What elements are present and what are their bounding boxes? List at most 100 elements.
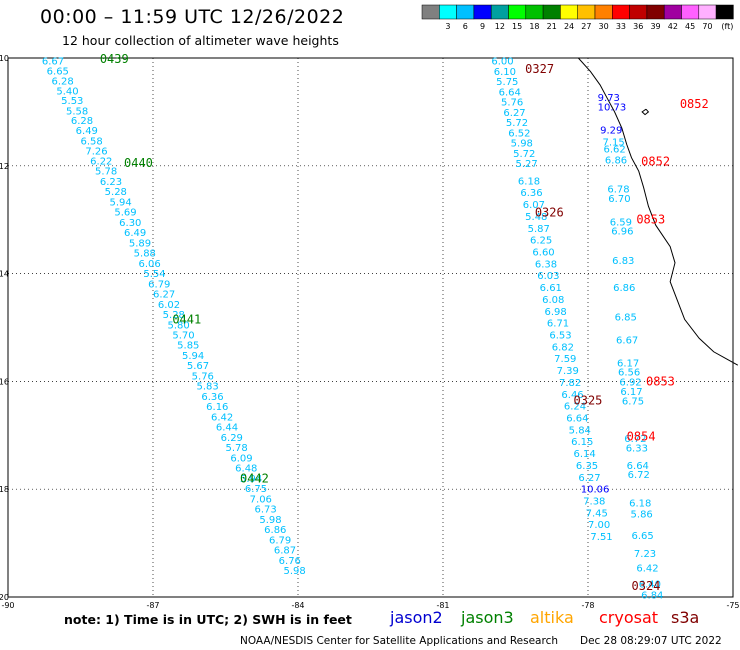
swh-value: 6.79 <box>148 279 170 290</box>
swh-value: 6.22 <box>90 156 112 167</box>
pass-number-label: 0325 <box>574 393 603 407</box>
swh-value: 6.42 <box>211 412 233 423</box>
swh-value: 5.98 <box>511 139 533 150</box>
legend-swatch <box>421 4 440 20</box>
legend-swatch <box>525 4 544 20</box>
swh-value: 6.06 <box>139 259 161 270</box>
swh-value: 5.98 <box>284 566 306 577</box>
legend-unit-label: (ft) <box>721 22 733 31</box>
generated-timestamp: Dec 28 08:29:07 UTC 2022 <box>580 635 722 647</box>
swh-value: 6.09 <box>230 453 252 464</box>
pass-number-label: 0327 <box>525 62 554 76</box>
pass-number-label: 0326 <box>535 206 564 220</box>
swh-value: 5.53 <box>61 96 83 107</box>
satellite-tracks: 6.676.656.285.405.535.586.286.496.587.26… <box>42 57 664 602</box>
swh-value: 6.65 <box>632 531 654 542</box>
swh-value: 6.64 <box>566 414 588 425</box>
swh-value: 10.06 <box>581 485 610 496</box>
legend-swatch <box>508 4 527 20</box>
legend-swatch <box>473 4 492 20</box>
swh-value: 6.29 <box>221 433 243 444</box>
swh-value: 6.72 <box>624 434 646 445</box>
legend-tick-label: 33 <box>616 22 626 31</box>
swh-value: 6.75 <box>245 484 267 495</box>
lon-tick-label: -78 <box>581 601 594 610</box>
legend-swatch <box>629 4 648 20</box>
swh-value: 6.79 <box>269 535 291 546</box>
swh-value: 6.17 <box>620 387 642 398</box>
swh-value: 6.16 <box>206 402 228 413</box>
swh-value: 6.96 <box>611 226 633 237</box>
swh-value: 7.06 <box>250 494 272 505</box>
track-cryosat: 6.006.105.756.645.766.275.726.525.985.72… <box>491 57 612 543</box>
lon-tick-label: -87 <box>146 601 159 610</box>
legend-tick-label: 3 <box>445 22 450 31</box>
legend-swatch <box>715 4 734 20</box>
swh-value: 6.53 <box>549 331 571 342</box>
lon-tick-label: -84 <box>291 601 304 610</box>
swh-value: 7.15 <box>603 138 625 149</box>
swh-value: 5.87 <box>528 224 550 235</box>
swh-value: 7.38 <box>583 497 605 508</box>
color-legend: 3 6 9 12 15 18 21 24 27 30 33 36 39 42 45 70 (ft) <box>421 4 734 31</box>
swh-value: 5.28 <box>105 187 127 198</box>
sat-label-cryosat: cryosat <box>599 608 659 627</box>
legend-tick-label: 21 <box>547 22 557 31</box>
pass-number-label: 0441 <box>172 312 201 326</box>
swh-value: 6.02 <box>158 300 180 311</box>
pass-number-label: 0852 <box>641 154 670 168</box>
swh-value: 5.72 <box>513 149 535 160</box>
swh-value: 5.67 <box>187 361 209 372</box>
swh-value: 5.78 <box>95 167 117 178</box>
lat-tick-label: -20 <box>0 593 9 602</box>
swh-value: 5.78 <box>226 443 248 454</box>
swh-value: 9.73 <box>598 93 620 104</box>
swh-value: 7.00 <box>588 520 610 531</box>
island-outline <box>641 108 650 116</box>
swh-value: 9.29 <box>600 126 622 137</box>
swh-value: 5.80 <box>168 320 190 331</box>
legend-tick-label: 12 <box>495 22 505 31</box>
swh-value: 6.48 <box>235 464 257 475</box>
swh-value: 7.23 <box>634 549 656 560</box>
legend-swatch <box>490 4 509 20</box>
swh-value: 6.03 <box>537 271 559 282</box>
swh-value: 5.76 <box>192 371 214 382</box>
swh-value: 6.60 <box>532 248 554 259</box>
swh-value: 6.86 <box>605 155 627 166</box>
credit-text: NOAA/NESDIS Center for Satellite Applica… <box>240 635 558 647</box>
swh-value: 6.72 <box>628 470 650 481</box>
swh-value: 5.75 <box>496 77 518 88</box>
swh-value: 6.30 <box>119 218 141 229</box>
track-s3a: 9.7310.739.297.156.626.866.786.706.596.9… <box>598 93 664 601</box>
swh-value: 7.26 <box>85 147 107 158</box>
swh-value: 6.67 <box>616 335 638 346</box>
swh-value: 6.75 <box>622 396 644 407</box>
swh-value: 6.40 <box>639 580 661 591</box>
swh-value: 5.27 <box>516 159 538 170</box>
pass-number-label: 0324 <box>632 579 661 593</box>
swh-value: 6.56 <box>618 368 640 379</box>
swh-value: 6.36 <box>520 188 542 199</box>
swh-value: 5.69 <box>114 208 136 219</box>
swh-value: 6.85 <box>615 313 637 324</box>
lat-tick-label: -12 <box>0 162 9 171</box>
legend-tick-label: 24 <box>564 22 574 31</box>
swh-value: 6.49 <box>76 126 98 137</box>
swh-value: 6.82 <box>552 342 574 353</box>
swh-value: 5.94 <box>182 351 204 362</box>
swh-value: 6.27 <box>578 473 600 484</box>
sat-label-s3a: s3a <box>671 608 700 627</box>
swh-value: 5.54 <box>143 269 165 280</box>
legend-swatch <box>577 4 596 20</box>
swh-value: 7.59 <box>554 354 576 365</box>
swh-value: 6.49 <box>124 228 146 239</box>
pass-number-label: 0852 <box>680 97 709 111</box>
swh-value: 6.15 <box>571 437 593 448</box>
swh-value: 6.42 <box>636 563 658 574</box>
pass-number-label: 0853 <box>636 213 665 227</box>
swh-value: 5.83 <box>197 382 219 393</box>
swh-value: 6.25 <box>530 236 552 247</box>
swh-value: 6.10 <box>494 67 516 78</box>
